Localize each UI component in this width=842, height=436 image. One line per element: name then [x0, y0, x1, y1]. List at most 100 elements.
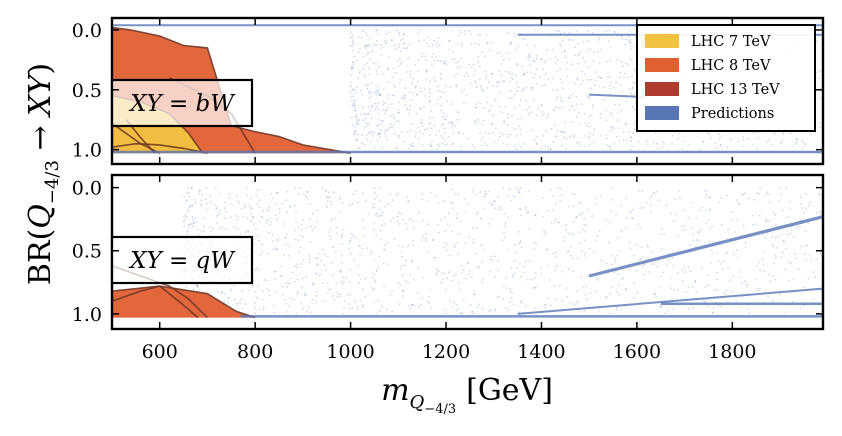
- prediction-point: [621, 90, 624, 93]
- prediction-point: [637, 189, 640, 192]
- prediction-point: [496, 53, 498, 55]
- prediction-point: [396, 220, 399, 223]
- prediction-point: [516, 63, 519, 66]
- prediction-point: [420, 239, 423, 242]
- prediction-point: [771, 243, 774, 246]
- prediction-point: [467, 261, 470, 264]
- prediction-point: [505, 306, 507, 309]
- prediction-point: [768, 273, 771, 276]
- prediction-point: [457, 111, 460, 113]
- prediction-point: [368, 131, 371, 133]
- prediction-point: [308, 261, 311, 264]
- prediction-point: [429, 122, 432, 125]
- prediction-point: [451, 279, 454, 282]
- prediction-point: [200, 204, 203, 207]
- prediction-point: [610, 210, 613, 213]
- prediction-point: [523, 73, 526, 76]
- prediction-point: [613, 31, 616, 33]
- prediction-point: [554, 56, 557, 59]
- prediction-point: [228, 193, 231, 195]
- prediction-point: [355, 139, 358, 142]
- prediction-point: [820, 289, 823, 292]
- prediction-point: [267, 290, 270, 292]
- prediction-point: [613, 127, 615, 130]
- prediction-point: [335, 226, 338, 229]
- prediction-point: [421, 52, 424, 55]
- exclusion-contour: [112, 142, 208, 154]
- prediction-point: [268, 206, 270, 209]
- prediction-point: [472, 63, 475, 66]
- prediction-point: [371, 276, 374, 279]
- prediction-point: [683, 224, 686, 227]
- prediction-point: [227, 297, 230, 300]
- prediction-point: [252, 216, 255, 219]
- prediction-point: [309, 225, 312, 228]
- prediction-point: [650, 204, 652, 207]
- prediction-point: [639, 227, 642, 230]
- prediction-point: [426, 71, 428, 73]
- prediction-point: [436, 41, 438, 44]
- prediction-point: [374, 43, 376, 46]
- prediction-point: [409, 218, 412, 221]
- prediction-point: [229, 203, 232, 205]
- prediction-point: [578, 311, 581, 313]
- prediction-point: [477, 211, 479, 214]
- prediction-point: [339, 270, 341, 272]
- prediction-point: [455, 84, 458, 87]
- prediction-point: [397, 111, 400, 114]
- prediction-point: [407, 112, 410, 115]
- prediction-point: [357, 51, 360, 53]
- prediction-point: [472, 74, 475, 76]
- prediction-point: [587, 115, 590, 117]
- prediction-point: [625, 216, 628, 219]
- prediction-point: [410, 303, 413, 306]
- prediction-point: [438, 130, 440, 133]
- prediction-point: [565, 137, 568, 140]
- prediction-point: [573, 136, 575, 139]
- prediction-point: [559, 130, 562, 133]
- prediction-point: [559, 45, 562, 47]
- prediction-point: [772, 245, 775, 248]
- prediction-point: [233, 298, 236, 301]
- prediction-point: [476, 213, 478, 216]
- prediction-point: [189, 223, 191, 226]
- prediction-point: [560, 130, 563, 133]
- prediction-point: [501, 142, 504, 144]
- prediction-point: [444, 230, 447, 233]
- prediction-point: [386, 138, 389, 141]
- prediction-point: [751, 144, 754, 146]
- prediction-point: [479, 132, 481, 135]
- prediction-point: [442, 278, 444, 281]
- prediction-point: [533, 288, 536, 290]
- prediction-point: [701, 207, 704, 209]
- prediction-point: [214, 187, 217, 189]
- prediction-point: [410, 76, 413, 78]
- prediction-point: [335, 295, 338, 298]
- prediction-point: [605, 262, 608, 265]
- prediction-point: [328, 234, 331, 237]
- prediction-point: [394, 86, 396, 89]
- prediction-point: [543, 233, 546, 235]
- prediction-point: [671, 143, 673, 145]
- prediction-point: [614, 259, 617, 262]
- prediction-point: [488, 310, 491, 312]
- prediction-point: [635, 270, 638, 272]
- prediction-point: [771, 144, 774, 147]
- prediction-point: [819, 210, 822, 213]
- prediction-point: [536, 68, 539, 71]
- prediction-point: [504, 70, 507, 73]
- prediction-point: [461, 43, 463, 45]
- prediction-point: [268, 223, 271, 226]
- prediction-point: [430, 127, 433, 130]
- prediction-point: [185, 233, 188, 235]
- prediction-point: [251, 207, 253, 210]
- prediction-point: [515, 74, 518, 77]
- prediction-point: [741, 282, 743, 285]
- prediction-point: [419, 87, 422, 89]
- prediction-point: [630, 136, 632, 139]
- prediction-point: [498, 69, 501, 72]
- prediction-point: [451, 124, 453, 126]
- prediction-point: [636, 291, 639, 294]
- prediction-point: [421, 133, 424, 135]
- prediction-point: [468, 270, 471, 272]
